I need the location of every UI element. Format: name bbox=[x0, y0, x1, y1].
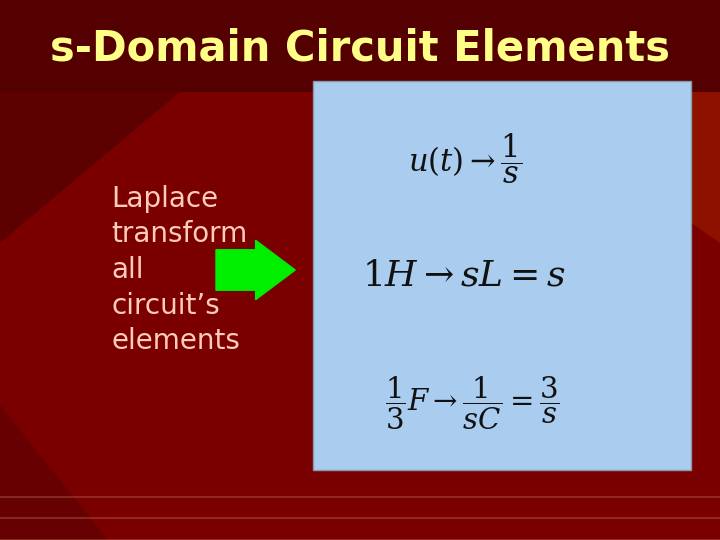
Bar bbox=[313, 81, 691, 470]
Bar bbox=[0, 0, 720, 92]
Text: Laplace
transform
all
circuit’s
elements: Laplace transform all circuit’s elements bbox=[112, 185, 248, 355]
Polygon shape bbox=[0, 405, 108, 540]
Text: s-Domain Circuit Elements: s-Domain Circuit Elements bbox=[50, 28, 670, 70]
Polygon shape bbox=[0, 92, 180, 243]
Polygon shape bbox=[504, 92, 720, 243]
Text: $\dfrac{1}{3}F \rightarrow \dfrac{1}{sC} = \dfrac{3}{s}$: $\dfrac{1}{3}F \rightarrow \dfrac{1}{sC}… bbox=[384, 375, 559, 432]
Text: $1H \rightarrow sL = s$: $1H \rightarrow sL = s$ bbox=[362, 259, 567, 292]
FancyArrow shape bbox=[216, 240, 295, 300]
Text: $u(t) \rightarrow \dfrac{1}{s}$: $u(t) \rightarrow \dfrac{1}{s}$ bbox=[408, 131, 522, 186]
